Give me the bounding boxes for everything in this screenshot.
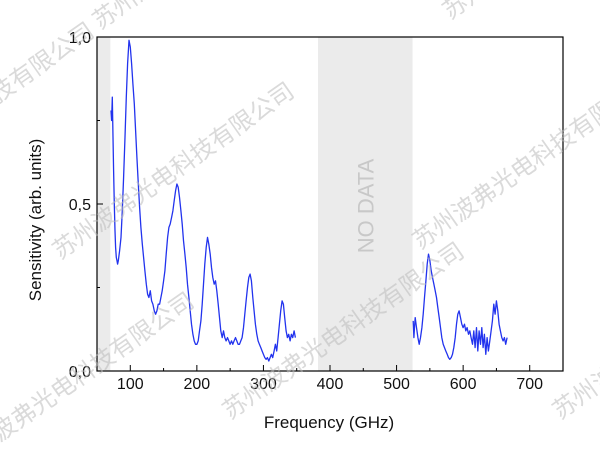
x-tick-label: 400 — [317, 376, 344, 393]
x-tick-label: 300 — [250, 376, 277, 393]
x-axis-label: Frequency (GHz) — [264, 413, 394, 432]
x-tick-label: 100 — [117, 376, 144, 393]
y-tick-label: 0,0 — [69, 364, 91, 381]
series-line-segment-0 — [110, 39, 297, 362]
x-tick-label: 700 — [516, 376, 543, 393]
y-tick-label: 1,0 — [69, 30, 91, 47]
series-lines — [110, 39, 508, 362]
x-tick-label: 600 — [450, 376, 477, 393]
x-tick-label: 500 — [383, 376, 410, 393]
y-tick-label: 0,5 — [69, 197, 91, 214]
axes: 100 200 300 400 500 600 700 0,0 0,5 1,0 — [69, 30, 564, 393]
shaded-region-0 — [97, 37, 111, 371]
shaded-regions — [97, 37, 413, 371]
shaded-region-1 — [318, 37, 413, 371]
series-line-segment-1 — [412, 253, 508, 360]
y-axis-label: Sensitivity (arb. units) — [26, 139, 45, 302]
x-tick-label: 200 — [184, 376, 211, 393]
no-data-label: NO DATA — [353, 158, 378, 253]
